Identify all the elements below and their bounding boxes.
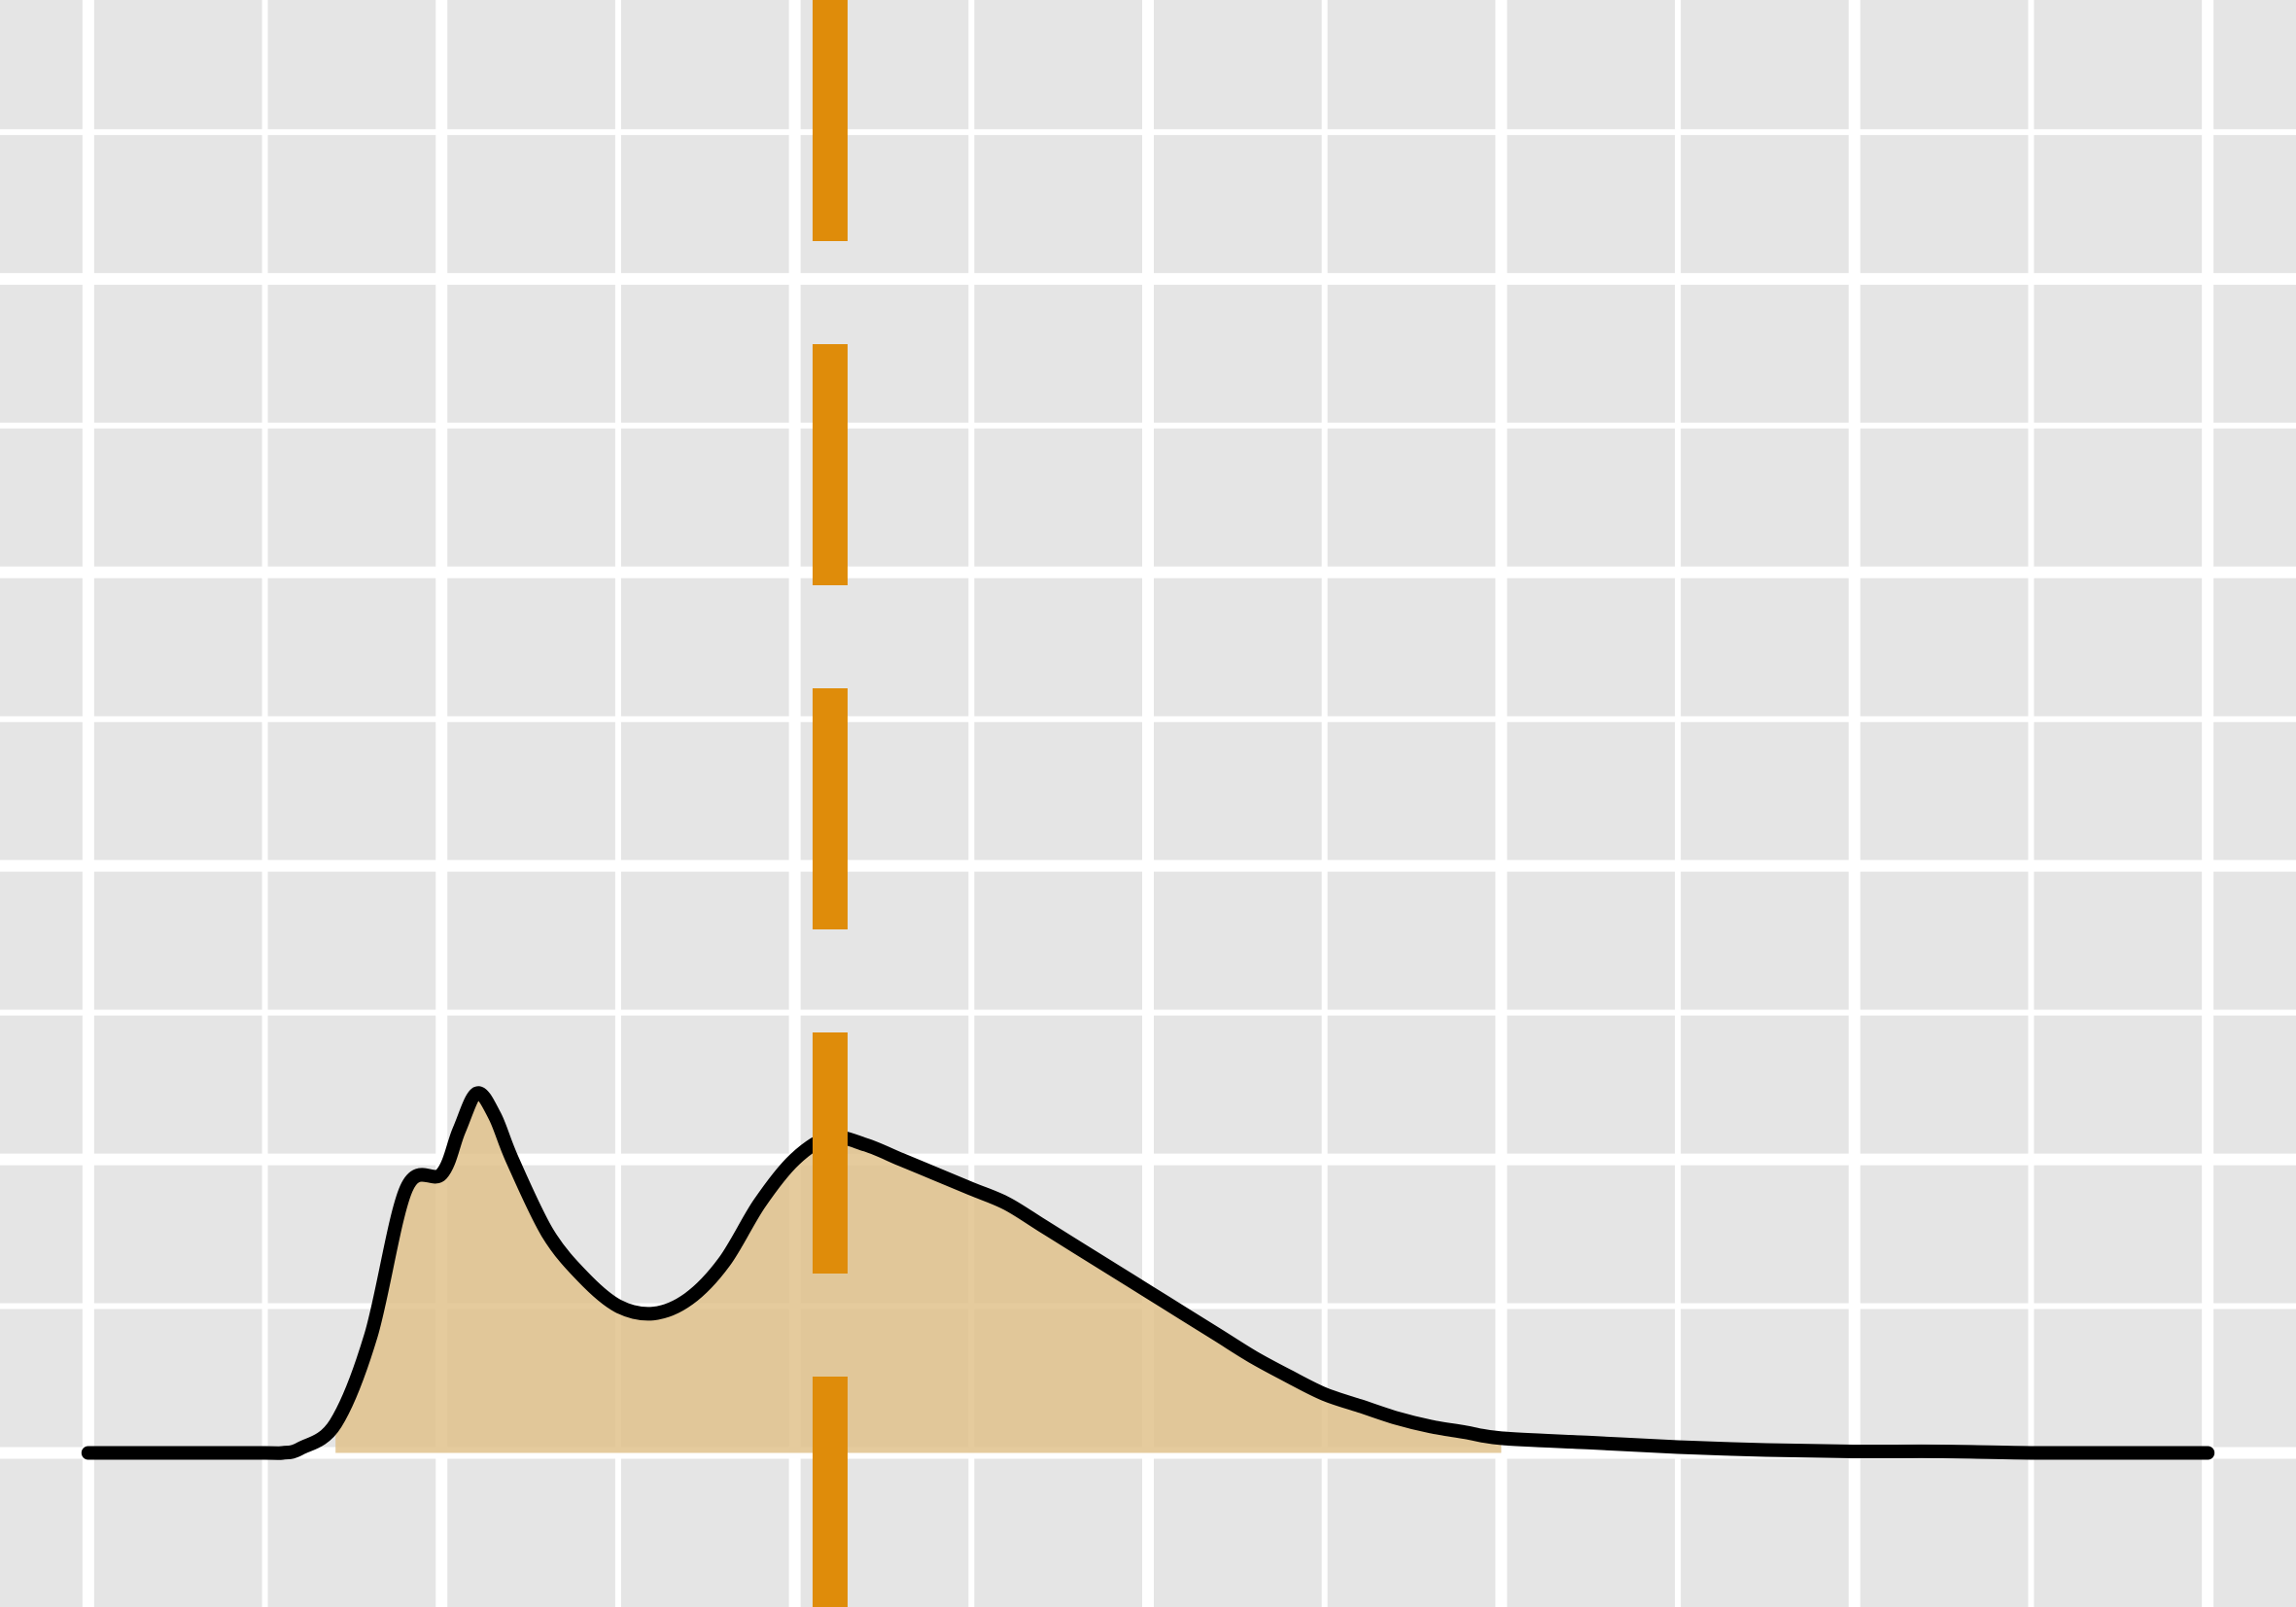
density-line — [81, 1086, 2215, 1460]
density-fill-layer — [335, 1093, 1502, 1453]
density-line-layer — [81, 1086, 2215, 1460]
density-area — [335, 1093, 1502, 1453]
